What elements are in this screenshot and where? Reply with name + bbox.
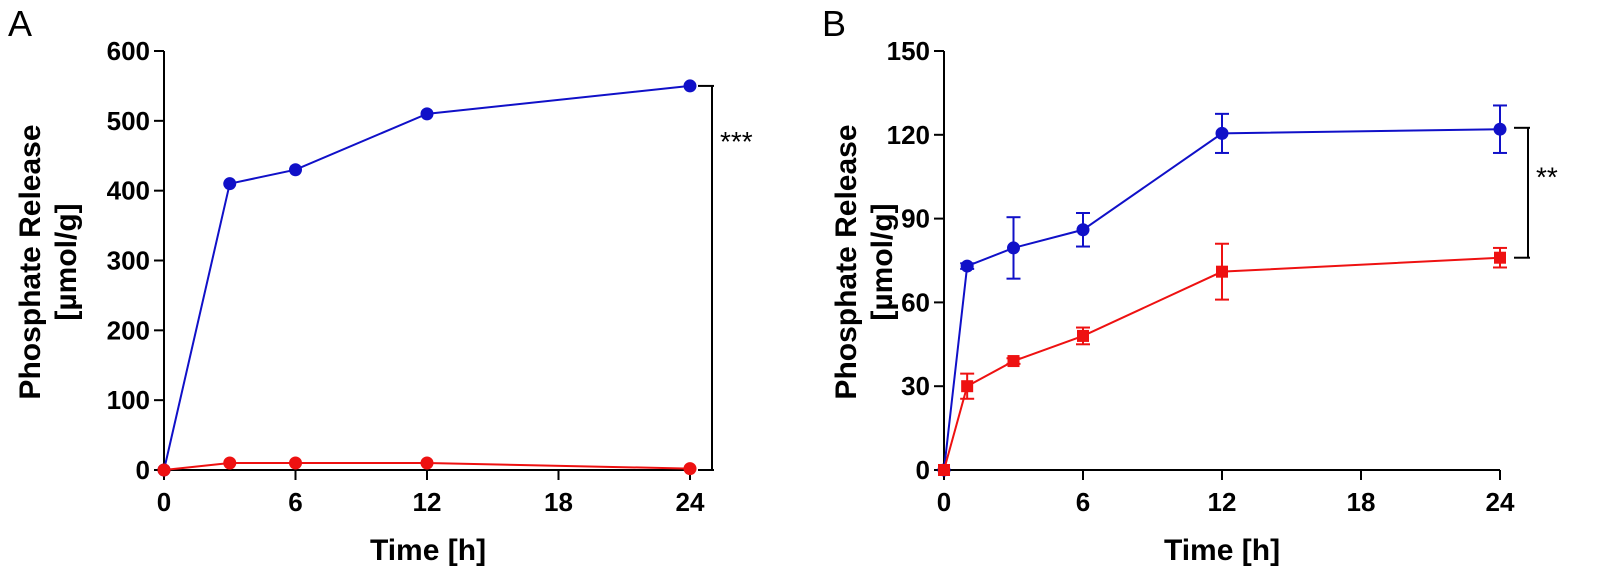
- panel-b-x-tick-label: 0: [937, 487, 951, 517]
- panel-b-series-2-line: [943, 256, 1501, 471]
- panel-b-y-tick-label: 0: [916, 455, 930, 485]
- panel-a-series-1-point: [420, 107, 434, 121]
- panel-a-xlabel: Time [h]: [370, 534, 486, 567]
- panel-a-series-1-point: [223, 177, 237, 191]
- panel-a-x-tick-label: 0: [157, 487, 171, 517]
- panel-b-series-1-point: [1215, 126, 1229, 140]
- panel-b-x-tick-label: 24: [1486, 487, 1515, 517]
- panel-b-label: B: [822, 3, 846, 44]
- panel-b-series-2-point: [1007, 355, 1020, 368]
- panel-b-series-2-point: [1216, 265, 1228, 278]
- panel-b-y-tick-label: 90: [901, 204, 930, 234]
- panel-a-x-tick-label: 18: [544, 487, 573, 517]
- panel-a-y-tick-label: 300: [107, 246, 150, 276]
- panel-a: A Phosphate Release [µmol/g] Time [h] 0 1…: [8, 3, 753, 567]
- panel-a-series-2-point: [683, 462, 697, 476]
- panel-a-series-2-point: [223, 456, 237, 470]
- panel-b-ylabel-line1: Phosphate Release: [830, 124, 863, 399]
- panel-a-y-tick-label: 0: [136, 455, 150, 485]
- panel-a-ylabel-line1: Phosphate Release: [14, 124, 47, 399]
- panel-b-x-tick-label: 18: [1347, 487, 1376, 517]
- panel-a-y-tick-label: 200: [107, 315, 150, 345]
- panel-a-ylabel-line2: [µmol/g]: [50, 203, 83, 320]
- panel-a-x-tick-label: 24: [676, 487, 705, 517]
- panel-b-series-1-point: [1007, 241, 1020, 255]
- panel-a-series-2-point: [157, 463, 171, 477]
- panel-b-series-2-point: [938, 464, 950, 476]
- panel-a-significance-label: ***: [720, 126, 753, 157]
- panel-b-y-tick-label: 120: [887, 120, 930, 150]
- panel-b-series-1-point: [960, 259, 974, 273]
- panel-b-series-1-point: [1076, 223, 1090, 237]
- panel-b-series-1-point: [1493, 122, 1507, 136]
- panel-a-series-2-point: [289, 456, 302, 470]
- panel-b-x-tick-label: 12: [1208, 487, 1237, 517]
- panel-b-series-2-point: [1077, 329, 1089, 342]
- panel-a-label: A: [8, 3, 32, 44]
- panel-b-series-2-point: [961, 380, 974, 393]
- panel-b-y-tick-label: 30: [901, 371, 930, 401]
- panel-a-series-1-point: [683, 79, 697, 93]
- panel-b-x-tick-label: 6: [1076, 487, 1090, 517]
- panel-a-y-tick-label: 500: [107, 106, 150, 136]
- panel-b-series-2-point: [1494, 251, 1506, 264]
- panel-b-significance-label: **: [1536, 161, 1558, 192]
- panel-b-series-1-line: [943, 128, 1501, 471]
- panel-b-y-tick-label: 150: [887, 36, 930, 66]
- panel-b-xlabel: Time [h]: [1164, 534, 1280, 567]
- panel-a-y-tick-label: 600: [107, 36, 150, 66]
- panel-a-y-tick-label: 400: [107, 176, 150, 206]
- panel-a-series-1-point: [289, 163, 302, 177]
- panel-a-x-tick-label: 12: [413, 487, 442, 517]
- panel-a-series-2-point: [420, 456, 434, 470]
- panel-b: B Phosphate Release [µmol/g] Time [h] 0 3…: [822, 3, 1558, 567]
- panel-a-y-tick-label: 100: [107, 385, 150, 415]
- panel-a-series-1-line: [163, 84, 691, 471]
- panel-a-x-tick-label: 6: [288, 487, 302, 517]
- panel-b-ylabel-line2: [µmol/g]: [866, 203, 899, 320]
- panel-b-y-tick-label: 60: [901, 287, 930, 317]
